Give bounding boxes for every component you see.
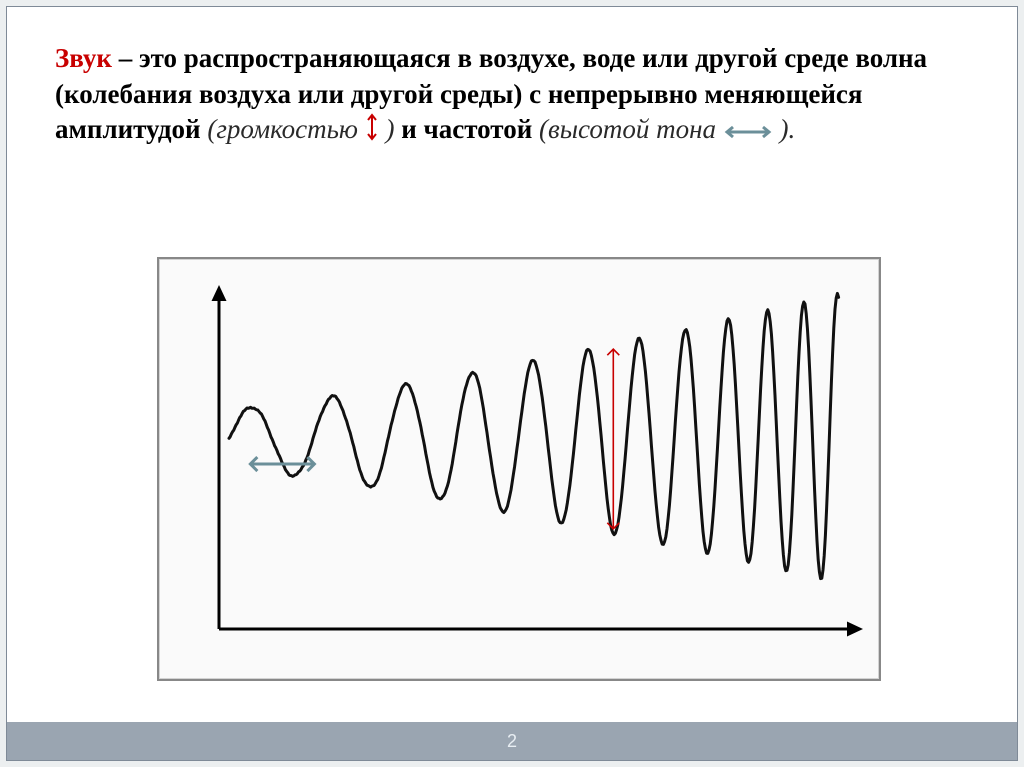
paren-close-1: ) [379, 114, 395, 144]
horizontal-arrow-icon [723, 114, 773, 150]
paren-open-1: ( [207, 114, 216, 144]
page-number: 2 [7, 731, 1017, 752]
paren-close-2: ). [773, 114, 796, 144]
vertical-arrow-icon [365, 112, 379, 152]
slide: Звук – это распространяющаяся в воздухе,… [6, 6, 1018, 761]
waveform-svg [159, 259, 879, 679]
definition-text: Звук – это распространяющаяся в воздухе,… [55, 41, 977, 152]
pitch-word: высотой тона [548, 114, 716, 144]
definition-and: и частотой [394, 114, 539, 144]
loudness-word: громкостью [216, 114, 358, 144]
paren-open-2: ( [539, 114, 548, 144]
waveform-chart [157, 257, 881, 681]
term-sound: Звук [55, 43, 112, 73]
